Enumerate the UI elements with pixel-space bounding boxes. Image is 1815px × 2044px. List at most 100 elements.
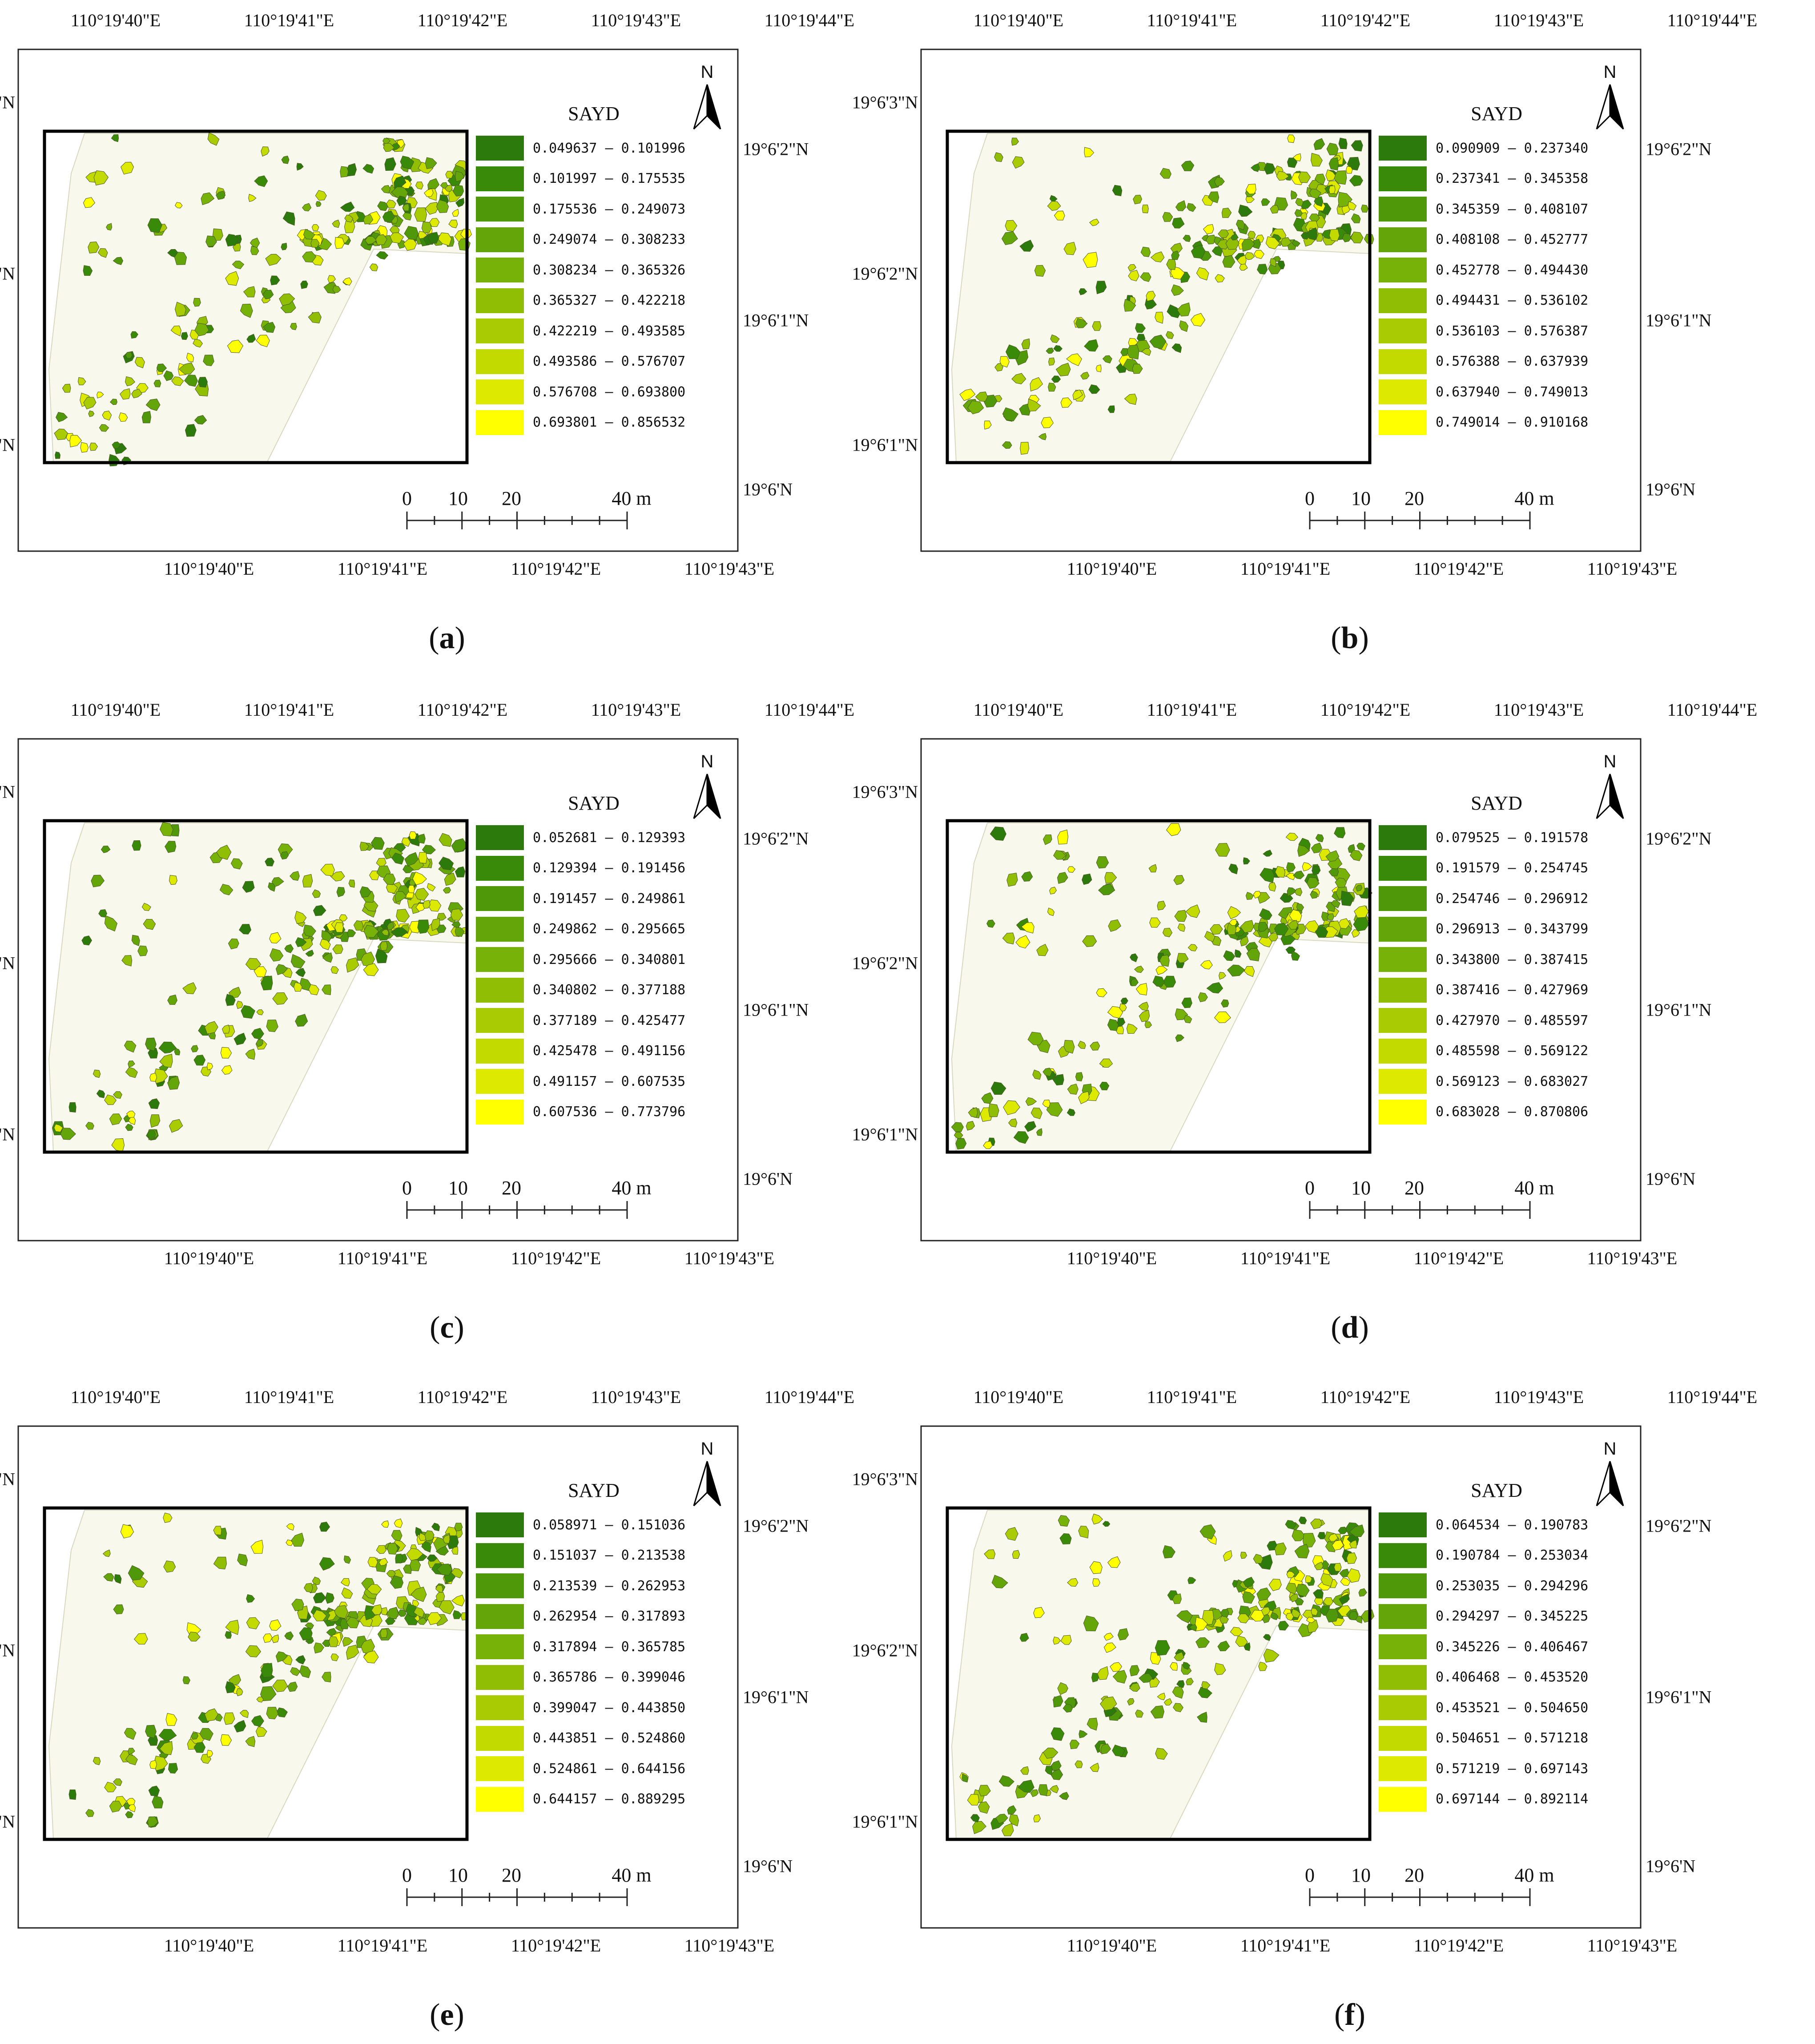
tree-crown (439, 833, 452, 847)
tree-crown (427, 883, 436, 892)
left-latitude-label: 19°6'2"N (852, 953, 918, 973)
legend-item: 0.249074 – 0.308233 (476, 227, 685, 252)
tree-crown (455, 927, 465, 937)
legend-swatch (476, 977, 524, 1003)
tree-crown (251, 1028, 264, 1040)
legend-label: 0.422219 – 0.493585 (533, 323, 686, 339)
legend-item: 0.576708 – 0.693800 (476, 379, 685, 404)
scale-label: 40 m (1514, 1864, 1554, 1886)
tree-crown (1057, 872, 1068, 884)
left-latitude-label: 19°6'1"N (0, 435, 15, 455)
north-arrow-right-half (1609, 84, 1624, 130)
legend-label: 0.399047 – 0.443850 (533, 1700, 686, 1716)
legend-swatch (1379, 1543, 1427, 1568)
tree-crown (975, 391, 988, 402)
tree-crown (1264, 162, 1276, 175)
tree-crown (159, 1053, 173, 1068)
scale-label: 20 (502, 488, 521, 509)
tree-crown (1170, 1662, 1178, 1671)
tree-crown (193, 1055, 206, 1066)
left-latitude-label: 19°6'3"N (852, 92, 918, 113)
tree-crown (1294, 209, 1303, 217)
north-arrow-left-half (693, 774, 708, 819)
tree-crown (1098, 883, 1115, 895)
top-longitude-label: 110°19'40"E (70, 1387, 161, 1407)
tree-crown (193, 298, 201, 307)
tree-crown (113, 1778, 122, 1786)
legend-swatch (476, 1008, 524, 1033)
legend-item: 0.190784 – 0.253034 (1379, 1543, 1588, 1568)
tree-crown (1321, 229, 1332, 239)
legend-label: 0.296913 – 0.343799 (1436, 921, 1589, 937)
tree-crown (1099, 1058, 1113, 1068)
tree-crown (443, 887, 451, 894)
top-longitude-label: 110°19'43"E (1493, 1387, 1584, 1407)
tree-crown (1050, 1785, 1059, 1794)
tree-crown (342, 277, 352, 286)
legend-item: 0.399047 – 0.443850 (476, 1695, 685, 1720)
tree-crown (990, 1081, 1006, 1095)
caption-letter: c (440, 1310, 454, 1345)
tree-crown (452, 185, 464, 197)
legend-swatch (1379, 197, 1427, 222)
outer-border (17, 738, 739, 1242)
tree-crown (451, 1594, 465, 1607)
left-latitude-label: 19°6'3"N (0, 1469, 15, 1489)
tree-crown (444, 872, 456, 886)
legend-swatch (476, 1099, 524, 1125)
tree-crown (1133, 194, 1143, 205)
tree-crown (280, 851, 289, 860)
tree-crown (1083, 252, 1098, 268)
tree-crown (239, 1709, 249, 1718)
legend-item: 0.079525 – 0.191578 (1379, 825, 1588, 850)
tree-crown (93, 170, 109, 185)
tree-crown (1024, 1121, 1036, 1132)
top-longitude-label: 110°19'44"E (764, 10, 855, 30)
legend-title: SAYD (568, 792, 620, 814)
scale-bar (406, 1201, 628, 1219)
tree-crown (1001, 1823, 1014, 1836)
tree-crown (128, 1060, 135, 1068)
tree-crown (1260, 867, 1275, 883)
tree-crown (1239, 263, 1248, 271)
tree-crown (220, 1047, 232, 1059)
tree-crown (1358, 1588, 1367, 1597)
tree-crown (248, 194, 257, 202)
legend-swatch (476, 1756, 524, 1781)
panel-caption: (c) (430, 1310, 464, 1346)
tree-crown (1263, 1649, 1280, 1663)
tree-crown (341, 1587, 353, 1599)
tree-crown (1187, 1577, 1196, 1584)
map-panel-d: 110°19'40"E 110°19'41"E 110°19'42"E 110°19'… (852, 689, 1758, 1357)
tree-crown (1257, 264, 1268, 275)
tree-crown (245, 1645, 262, 1657)
legend-swatch (1379, 1695, 1427, 1720)
tree-crown (299, 1665, 311, 1678)
tree-crown (422, 845, 436, 855)
bottom-longitude-label: 110°19'43"E (1587, 559, 1678, 579)
north-arrow-icon (693, 774, 721, 819)
tree-crown (1103, 1633, 1114, 1641)
tree-crown (221, 1065, 233, 1075)
tree-crown (1302, 1533, 1316, 1548)
left-latitude-label: 19°6'1"N (852, 1811, 918, 1832)
tree-crown (451, 1546, 459, 1555)
legend-item: 0.569123 – 0.683027 (1379, 1069, 1588, 1094)
tree-crown (1078, 1091, 1090, 1105)
tree-crown (1132, 363, 1143, 374)
tree-crown (102, 411, 112, 421)
tree-crown (1088, 384, 1100, 394)
tree-crown (991, 1575, 1008, 1588)
tree-crown (443, 1534, 450, 1544)
tree-crown (113, 1091, 122, 1099)
tree-crown (265, 858, 275, 867)
legend-item: 0.294297 – 0.345225 (1379, 1604, 1588, 1629)
legend-label: 0.101997 – 0.175535 (533, 171, 686, 186)
tree-crown (1296, 903, 1304, 911)
tree-crown (113, 257, 124, 265)
tree-crown (1078, 1040, 1086, 1049)
tree-crown (1349, 175, 1363, 186)
north-arrow-icon (1596, 774, 1624, 819)
tree-crown (1325, 169, 1336, 181)
tree-crown (322, 1672, 331, 1682)
